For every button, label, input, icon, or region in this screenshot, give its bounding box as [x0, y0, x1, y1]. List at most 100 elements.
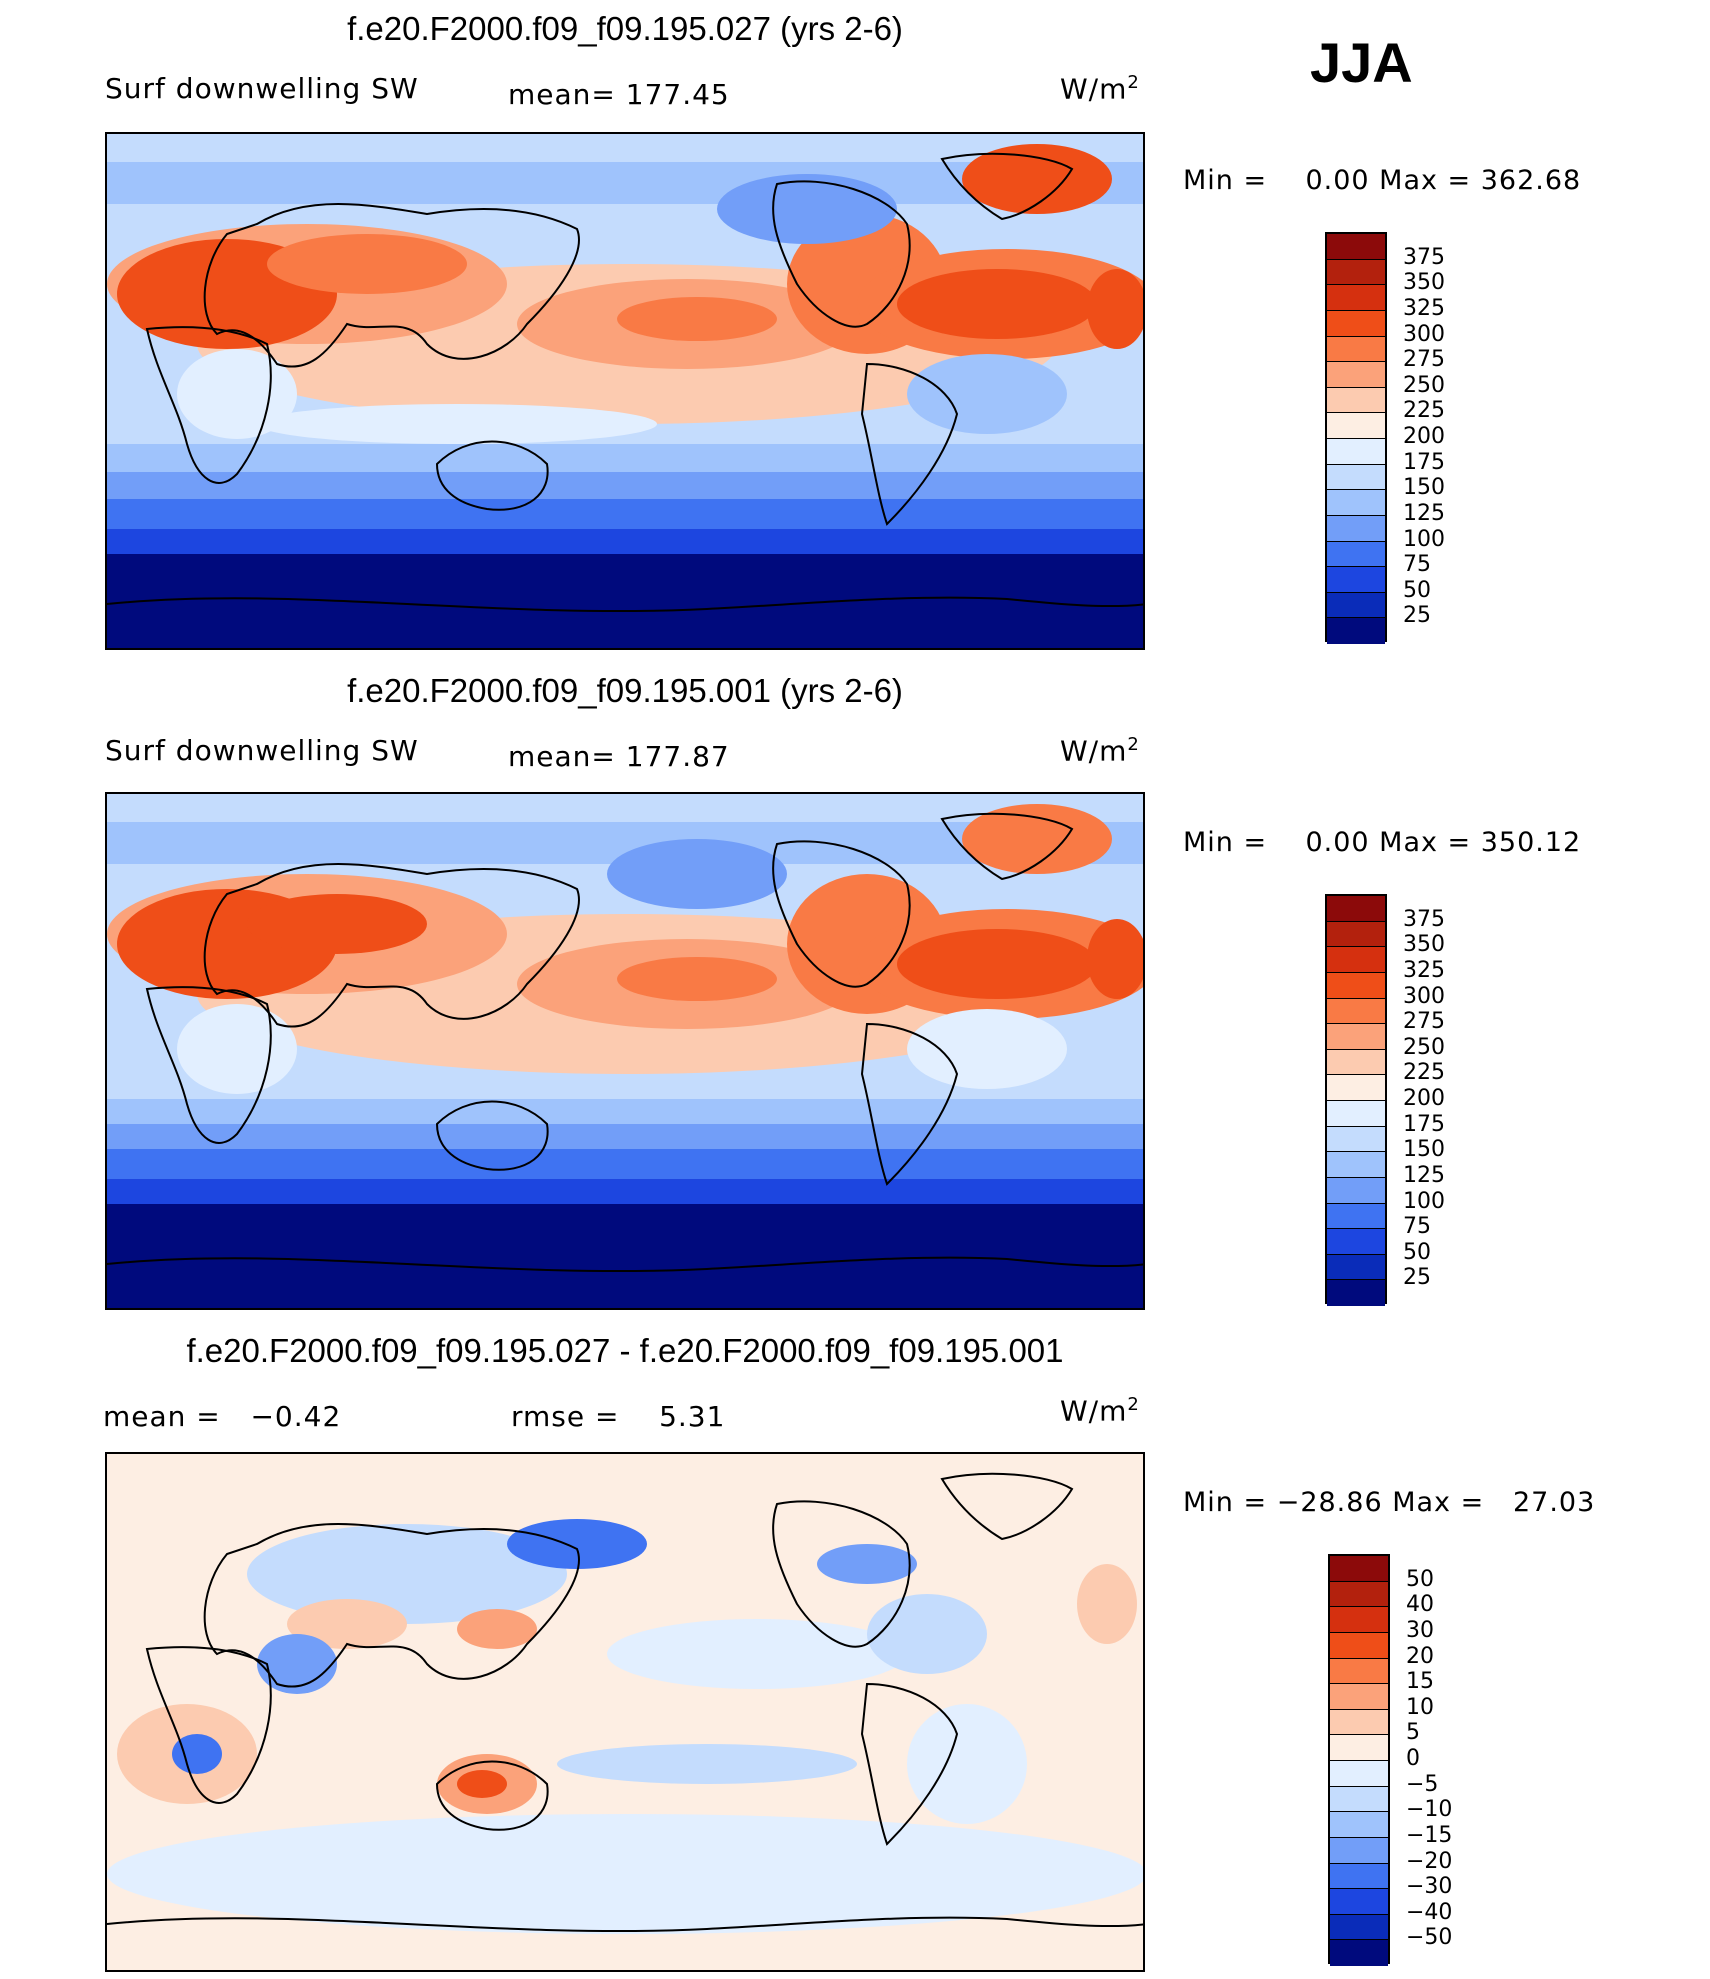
panel-case-027: f.e20.F2000.f09_f09.195.027 (yrs 2-6) Su… [0, 10, 1710, 660]
min-max-label: Min = 0.00 Max = 350.12 [1183, 827, 1582, 858]
colorbar-swatch [1327, 490, 1385, 516]
colorbar-swatch [1330, 1837, 1388, 1864]
colorbar-tick-label: −40 [1406, 1899, 1453, 1925]
colorbar-tick-label: 20 [1406, 1643, 1434, 1669]
colorbar-tick-label: 375 [1403, 906, 1445, 932]
mean-label: mean = −0.42 [103, 1400, 342, 1433]
colorbar-swatch [1330, 1914, 1388, 1941]
colorbar-swatch [1330, 1709, 1388, 1736]
map-difference [105, 1452, 1145, 1972]
colorbar-swatch [1327, 310, 1385, 337]
colorbar-swatch [1327, 896, 1385, 922]
difference-field-map [107, 1454, 1143, 1970]
colorbar-tick-label: 375 [1403, 244, 1445, 270]
colorbar-swatch [1327, 541, 1385, 568]
colorbar-tick-label: 0 [1406, 1746, 1420, 1771]
colorbar-tick-label: −20 [1406, 1848, 1453, 1874]
colorbar-swatch [1330, 1889, 1388, 1915]
mean-label: mean= 177.87 [508, 740, 730, 773]
colorbar-tick-label: 125 [1403, 1162, 1445, 1188]
colorbar-swatch [1327, 921, 1385, 948]
colorbar-tick-label: 175 [1403, 449, 1445, 475]
colorbar-tick-label: 350 [1403, 270, 1445, 296]
colorbar-tick-label: 300 [1403, 321, 1445, 347]
colorbar-swatch [1330, 1632, 1388, 1659]
colorbar-swatch [1327, 567, 1385, 593]
colorbar-tick-label: −50 [1406, 1925, 1453, 1951]
colorbar-tick-label: 50 [1403, 577, 1431, 603]
colorbar [1325, 232, 1387, 644]
colorbar-tick-label: 25 [1403, 1265, 1431, 1291]
colorbar-swatch [1330, 1684, 1388, 1710]
min-max-label: Min = −28.86 Max = 27.03 [1183, 1487, 1596, 1518]
units-label: W/m2 [1060, 1394, 1140, 1428]
colorbar-swatch [1327, 515, 1385, 542]
colorbar-swatch [1327, 387, 1385, 414]
colorbar-tick-label: −5 [1406, 1771, 1439, 1797]
sw-field-map [107, 794, 1143, 1308]
colorbar-swatch [1330, 1607, 1388, 1633]
colorbar-swatch [1327, 362, 1385, 388]
colorbar-swatch [1327, 259, 1385, 286]
colorbar-swatch [1327, 1203, 1385, 1230]
panel-title: f.e20.F2000.f09_f09.195.027 - f.e20.F200… [186, 1332, 1064, 1369]
units-label: W/m2 [1060, 72, 1140, 106]
colorbar-tick-label: 150 [1403, 475, 1445, 501]
colorbar-swatch [1330, 1863, 1388, 1890]
colorbar-tick-label: 200 [1403, 1086, 1445, 1111]
colorbar-tick-label: 350 [1403, 932, 1445, 958]
season-label: JJA [1310, 31, 1413, 94]
variable-label: Surf downwelling SW [105, 734, 419, 767]
colorbar-tick-label: 50 [1403, 1239, 1431, 1265]
colorbar-tick-label: −10 [1406, 1797, 1453, 1823]
colorbar-tick-label: 40 [1406, 1592, 1434, 1618]
colorbar-swatch [1327, 439, 1385, 465]
sw-field-map [107, 134, 1143, 648]
colorbar-swatch [1327, 998, 1385, 1025]
colorbar-swatch [1330, 1786, 1388, 1813]
colorbar-tick-label: −15 [1406, 1822, 1453, 1848]
colorbar-tick-label: 50 [1406, 1566, 1434, 1592]
colorbar-swatch [1327, 592, 1385, 619]
colorbar-tick-label: 225 [1403, 1060, 1445, 1086]
min-max-label: Min = 0.00 Max = 362.68 [1183, 165, 1582, 196]
colorbar-tick-label: 5 [1406, 1720, 1420, 1746]
colorbar-swatch [1327, 464, 1385, 491]
colorbar-swatch [1330, 1761, 1388, 1787]
colorbar-tick-label: 225 [1403, 398, 1445, 424]
map-downwelling-sw-001 [105, 792, 1145, 1310]
colorbar-tick-label: 175 [1403, 1111, 1445, 1137]
units-label: W/m2 [1060, 734, 1140, 768]
colorbar-tick-label: 275 [1403, 347, 1445, 373]
colorbar-tick-label: 150 [1403, 1137, 1445, 1163]
colorbar-tick-label: 250 [1403, 372, 1445, 398]
colorbar-tick-label: −30 [1406, 1874, 1453, 1900]
colorbar-swatch [1327, 1101, 1385, 1127]
colorbar-swatch [1330, 1581, 1388, 1608]
colorbar-swatch [1327, 1177, 1385, 1204]
colorbar [1325, 894, 1387, 1306]
colorbar-swatch [1330, 1658, 1388, 1685]
variable-label: Surf downwelling SW [105, 72, 419, 105]
panel-case-001: f.e20.F2000.f09_f09.195.001 (yrs 2-6) Su… [0, 672, 1710, 1322]
colorbar-tick-label: 300 [1403, 983, 1445, 1009]
colorbar-tick-label: 200 [1403, 424, 1445, 449]
colorbar-tick-label: 30 [1406, 1617, 1434, 1643]
colorbar-swatch [1327, 1152, 1385, 1178]
colorbar-swatch [1327, 1075, 1385, 1101]
colorbar-swatch [1327, 1229, 1385, 1255]
colorbar-swatch [1327, 234, 1385, 260]
colorbar-swatch [1330, 1735, 1388, 1761]
colorbar-swatch [1327, 1024, 1385, 1050]
colorbar-tick-label: 75 [1403, 1214, 1431, 1240]
panel-title: f.e20.F2000.f09_f09.195.001 (yrs 2-6) [347, 672, 903, 709]
colorbar-swatch [1327, 1280, 1385, 1306]
colorbar-tick-label: 275 [1403, 1009, 1445, 1035]
colorbar-swatch [1327, 1254, 1385, 1281]
colorbar-tick-label: 25 [1403, 603, 1431, 629]
colorbar-swatch [1327, 618, 1385, 644]
colorbar-tick-label: 325 [1403, 957, 1445, 983]
panel-difference: f.e20.F2000.f09_f09.195.027 - f.e20.F200… [0, 1332, 1710, 1979]
colorbar-swatch [1327, 947, 1385, 973]
colorbar-tick-label: 250 [1403, 1034, 1445, 1060]
